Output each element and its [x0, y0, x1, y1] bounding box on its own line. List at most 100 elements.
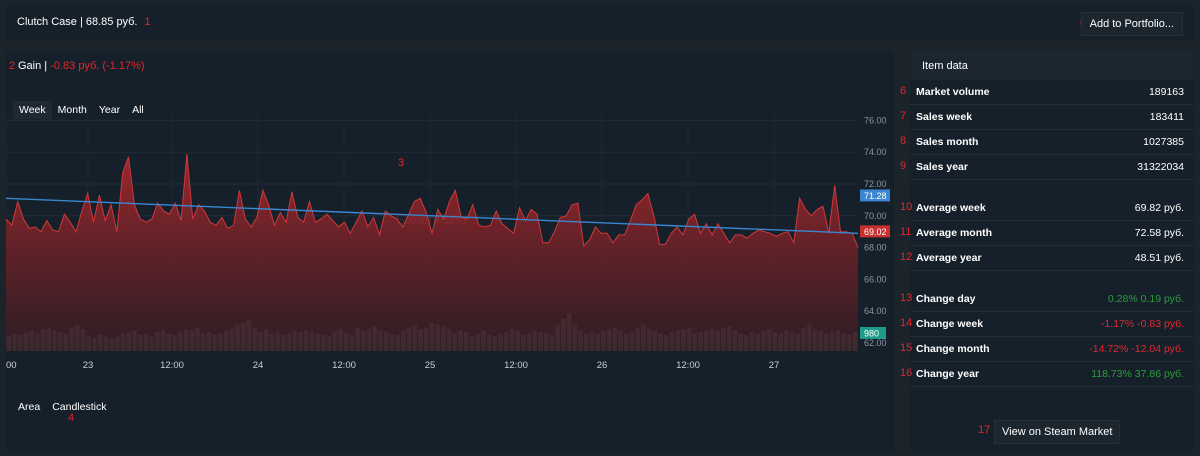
row-marker: 10 — [900, 201, 913, 213]
y-tick-label: 66.00 — [864, 274, 887, 284]
row-value: 189163 — [1148, 86, 1184, 98]
item-data-row: 14 Change week -1.17% -0.83 руб. — [900, 312, 1194, 337]
gain-readout: Gain | -0.83 руб. (-1.17%) — [18, 60, 145, 72]
chart-panel: 2 Gain | -0.83 руб. (-1.17%) Week Month … — [6, 51, 894, 452]
x-tick-label: 12:00 — [332, 360, 356, 371]
row-label: Sales year — [916, 161, 968, 173]
y-tick-label: 64.00 — [864, 306, 887, 316]
row-value: 183411 — [1149, 111, 1184, 123]
row-value: 48.51 руб. — [1134, 252, 1184, 264]
row-label: Average month — [916, 227, 993, 239]
item-data-row: 12 Average year 48.51 руб. — [900, 246, 1194, 271]
item-title: Clutch Case | 68.85 руб. — [17, 16, 138, 28]
row-marker: 16 — [900, 367, 913, 379]
range-year[interactable]: Year — [98, 104, 121, 116]
range-month[interactable]: Month — [57, 104, 87, 116]
y-tick-label: 74.00 — [864, 147, 887, 157]
price-chart[interactable]: 76.00 74.00 72.00 70.00 68.00 66.00 64.00 62.00… — [6, 114, 894, 394]
row-marker: 9 — [900, 160, 907, 172]
row-label: Sales month — [916, 136, 979, 148]
row-label: Change day — [916, 293, 976, 305]
row-marker: 12 — [900, 251, 913, 263]
row-value: 118.73% 37.86 руб. — [1091, 368, 1184, 380]
x-tick-label: 24 — [253, 360, 264, 371]
item-data-row: 13 Change day 0.28% 0.19 руб. — [900, 287, 1194, 312]
row-marker: 7 — [900, 110, 907, 122]
type-candlestick[interactable]: Candlestick — [52, 401, 107, 413]
row-value: 0.28% 0.19 руб. — [1107, 293, 1184, 305]
price-labels: 71.28 69.02 980 — [860, 189, 890, 339]
x-tick-label: 23 — [83, 360, 94, 371]
marker-2: 2 — [9, 60, 16, 72]
gain-label: Gain | — [18, 60, 48, 72]
last-price-label-bg — [860, 225, 890, 238]
row-marker: 15 — [900, 342, 913, 354]
item-data-panel: Item data 6 Market volume 189163 7 Sales wee… — [900, 51, 1194, 452]
marker-1: 1 — [144, 16, 151, 28]
y-axis: 76.00 74.00 72.00 70.00 68.00 66.00 64.00 62.00 — [864, 115, 887, 348]
y-tick-label: 70.00 — [864, 211, 887, 221]
row-label: Market volume — [916, 86, 990, 98]
row-label: Sales week — [916, 111, 973, 123]
y-tick-label: 62.00 — [864, 338, 887, 348]
item-data-title: Item data — [922, 60, 968, 72]
chart-type-selector: Area Candlestick — [12, 398, 112, 416]
last-price-label: 69.02 — [864, 227, 887, 237]
row-value: -1.17% -0.83 руб. — [1100, 318, 1184, 330]
row-label: Change week — [916, 318, 984, 330]
row-value: 1027385 — [1143, 136, 1184, 148]
x-tick-label: 12:00 — [160, 360, 184, 371]
y-tick-label: 72.00 — [864, 179, 887, 189]
gain-value: -0.83 руб. (-1.17%) — [50, 60, 145, 72]
row-value: 72.58 руб. — [1134, 227, 1184, 239]
range-all[interactable]: All — [132, 104, 144, 116]
volume-label-bg — [860, 327, 886, 339]
row-label: Average year — [916, 252, 982, 264]
row-value: 31322034 — [1137, 161, 1184, 173]
item-data-row: 6 Market volume 189163 — [900, 80, 1194, 105]
range-selector: Week Month Year All — [13, 101, 150, 119]
row-label: Change year — [916, 368, 980, 380]
item-data-row: 15 Change month -14.72% -12.04 руб. — [900, 337, 1194, 362]
row-label: Average week — [916, 202, 986, 214]
trend-price-label-bg — [860, 189, 890, 202]
page-title: Clutch Case | 68.85 руб. 1 — [17, 16, 151, 28]
header-bar: Clutch Case | 68.85 руб. 1 5 Add to Port… — [6, 4, 1194, 41]
volume-label: 980 — [864, 329, 879, 339]
row-marker: 14 — [900, 317, 913, 329]
price-area — [6, 153, 858, 351]
row-marker: 8 — [900, 135, 907, 147]
item-data-row: 9 Sales year 31322034 — [900, 155, 1194, 180]
x-axis: 00 23 12:00 24 12:00 25 12:00 26 12:00 27 — [6, 360, 779, 371]
range-week[interactable]: Week — [13, 101, 52, 119]
item-data-row: 16 Change year 118.73% 37.86 руб. — [900, 362, 1194, 387]
row-value: -14.72% -12.04 руб. — [1089, 343, 1184, 355]
marker-4: 4 — [68, 412, 75, 424]
row-marker: 11 — [900, 226, 912, 238]
marker-17: 17 — [978, 424, 991, 436]
item-data-row: 8 Sales month 1027385 — [900, 130, 1194, 155]
item-data-row: 7 Sales week 183411 — [900, 105, 1194, 130]
type-area[interactable]: Area — [18, 401, 41, 413]
view-on-steam-market-button[interactable]: View on Steam Market — [994, 420, 1121, 444]
y-tick-label: 76.00 — [864, 115, 887, 125]
trend-line — [6, 197, 859, 234]
x-tick-label: 12:00 — [676, 360, 700, 371]
item-data-row: 11 Average month 72.58 руб. — [900, 221, 1194, 246]
y-tick-label: 68.00 — [864, 243, 887, 253]
x-tick-label: 25 — [425, 360, 436, 371]
row-marker: 6 — [900, 85, 907, 97]
add-to-portfolio-button[interactable]: Add to Portfolio... — [1080, 12, 1183, 36]
row-label: Change month — [916, 343, 990, 355]
marker-3: 3 — [398, 157, 405, 169]
item-data-row: 10 Average week 69.82 руб. — [900, 196, 1194, 221]
x-tick-label: 12:00 — [504, 360, 528, 371]
x-tick-label: 27 — [769, 360, 780, 371]
watermark: SteamFolio — [396, 211, 467, 227]
row-value: 69.82 руб. — [1134, 202, 1184, 214]
x-tick-label: 26 — [597, 360, 608, 371]
item-data-header: Item data — [910, 51, 1194, 80]
trend-price-label: 71.28 — [864, 191, 887, 201]
row-marker: 13 — [900, 292, 913, 304]
x-tick-label: 00 — [6, 360, 17, 371]
